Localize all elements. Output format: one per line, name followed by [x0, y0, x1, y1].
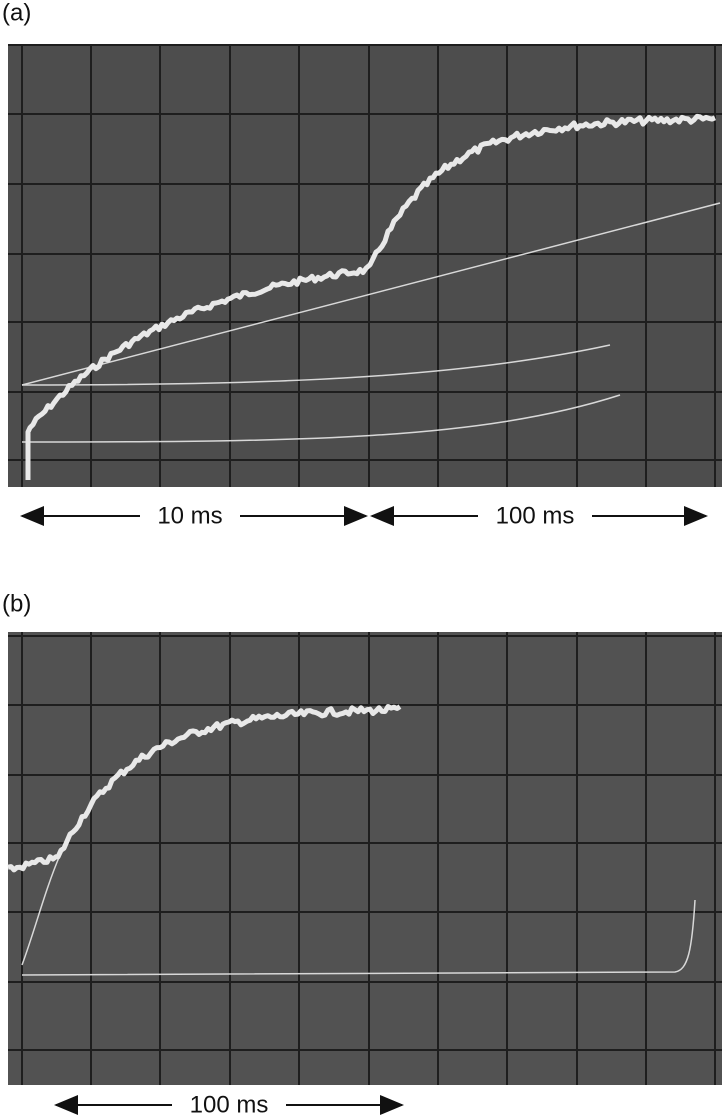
panel-label: (a)	[2, 0, 31, 26]
trace	[21, 394, 621, 443]
trace	[21, 344, 611, 386]
trace	[21, 202, 721, 386]
trace	[21, 899, 696, 976]
screen-background	[8, 632, 722, 1085]
trace	[21, 854, 61, 966]
scale-label: 100 ms	[190, 1091, 269, 1118]
noisy-trace	[7, 704, 402, 873]
oscilloscope-screen	[8, 44, 722, 487]
scale-label: 10 ms	[157, 502, 222, 529]
noisy-trace	[25, 113, 716, 480]
scale-label: 100 ms	[496, 502, 575, 529]
oscilloscope-screen	[8, 632, 722, 1085]
panel-label: (b)	[2, 590, 31, 617]
